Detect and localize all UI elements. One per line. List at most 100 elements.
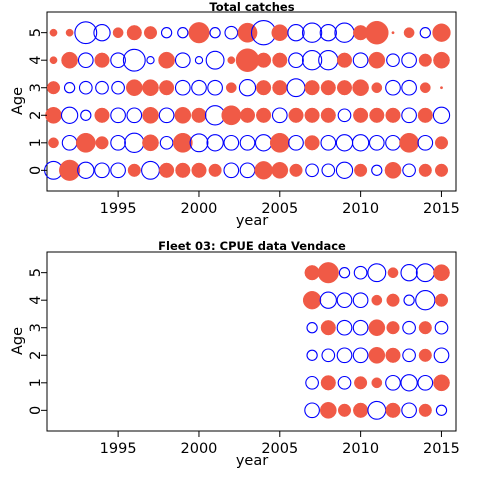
positive-residual-bubble (418, 163, 432, 177)
positive-residual-bubble (417, 107, 433, 123)
positive-residual-bubble (126, 25, 142, 41)
negative-residual-bubble (337, 375, 352, 390)
negative-residual-bubble (191, 79, 207, 96)
negative-residual-bubble (271, 107, 288, 124)
negative-residual-bubble (319, 291, 337, 309)
y-tick-label: 1 (28, 138, 44, 147)
negative-residual-bubble (301, 22, 323, 43)
negative-residual-bubble (305, 375, 319, 390)
positive-residual-bubble (354, 163, 368, 177)
y-tick-label: 3 (28, 83, 44, 92)
y-tick-label: 3 (28, 323, 44, 332)
negative-residual-bubble (206, 134, 224, 152)
negative-residual-bubble (160, 27, 173, 39)
negative-residual-bubble (110, 162, 126, 179)
positive-residual-bubble (188, 22, 210, 44)
bubble-layer (302, 262, 450, 420)
positive-residual-bubble (386, 321, 400, 335)
positive-residual-bubble (433, 374, 450, 392)
negative-residual-bubble (351, 134, 370, 152)
positive-residual-bubble (385, 402, 401, 418)
negative-residual-bubble (368, 134, 385, 151)
negative-residual-bubble (146, 56, 155, 65)
positive-residual-bubble (288, 107, 304, 123)
positive-residual-bubble (143, 26, 158, 40)
negative-residual-bubble (336, 292, 353, 309)
positive-residual-bubble (371, 377, 383, 389)
positive-residual-bubble (418, 53, 432, 67)
positive-residual-bubble (127, 163, 141, 177)
positive-residual-bubble (142, 134, 159, 152)
positive-residual-bubble (191, 162, 207, 178)
positive-residual-bubble (304, 265, 320, 281)
positive-residual-bubble (175, 162, 191, 178)
positive-residual-bubble (191, 107, 207, 123)
negative-residual-bubble (321, 348, 336, 363)
positive-residual-bubble (256, 52, 272, 68)
positive-residual-bubble (49, 56, 58, 65)
positive-residual-bubble (434, 163, 449, 177)
positive-residual-bubble (386, 293, 400, 307)
y-tick-label: 2 (28, 111, 44, 120)
positive-residual-bubble (61, 51, 78, 69)
positive-residual-bubble (45, 106, 62, 124)
negative-residual-bubble (401, 107, 417, 124)
negative-residual-bubble (401, 402, 417, 419)
y-axis-label: Age (10, 327, 26, 355)
negative-residual-bubble (174, 52, 191, 69)
positive-residual-bubble (304, 135, 320, 151)
positive-residual-bubble (319, 401, 337, 419)
panel-fleet-03-cpue: Fleet 03: CPUE data Vendace 1995 2000 2005… (10, 239, 460, 469)
positive-residual-bubble (142, 106, 159, 124)
x-axis-label: year (236, 453, 268, 469)
negative-residual-bubble (78, 80, 93, 95)
x-tick-label: 2005 (261, 201, 298, 217)
negative-residual-bubble (306, 322, 318, 334)
negative-residual-bubble (306, 349, 318, 361)
negative-residual-bubble (60, 106, 79, 124)
positive-residual-bubble (399, 132, 419, 153)
negative-residual-bubble (174, 79, 191, 96)
negative-residual-bubble (353, 265, 368, 280)
positive-residual-bubble (225, 82, 237, 94)
negative-residual-bubble (207, 79, 223, 96)
positive-residual-bubble (304, 107, 320, 123)
negative-residual-bubble (223, 162, 240, 179)
negative-residual-bubble (433, 347, 450, 364)
negative-residual-bubble (337, 108, 352, 123)
positive-residual-bubble (365, 20, 389, 45)
x-axis-label: year (236, 213, 268, 229)
negative-residual-bubble (304, 402, 320, 419)
positive-residual-bubble (94, 52, 110, 68)
positive-residual-bubble (159, 80, 175, 96)
negative-residual-bubble (400, 264, 418, 282)
negative-residual-bubble (338, 267, 351, 279)
negative-residual-bubble (238, 79, 257, 97)
x-axis: 1995 2000 2005 2010 2015 (100, 191, 460, 217)
positive-residual-bubble (49, 28, 58, 37)
negative-residual-bubble (110, 107, 126, 124)
positive-residual-bubble (302, 291, 322, 310)
positive-residual-bubble (239, 107, 256, 123)
negative-residual-bubble (434, 320, 449, 335)
positive-residual-bubble (59, 159, 81, 181)
positive-residual-bubble (368, 319, 386, 337)
negative-residual-bubble (77, 52, 94, 69)
negative-residual-bubble (80, 109, 92, 121)
panel-title: Total catches (209, 0, 294, 14)
y-tick-label: 5 (28, 268, 44, 277)
negative-residual-bubble (402, 348, 416, 363)
positive-residual-bubble (174, 106, 192, 124)
positive-residual-bubble (95, 136, 109, 150)
x-tick-label: 2015 (423, 201, 460, 217)
negative-residual-bubble (77, 161, 95, 179)
positive-residual-bubble (271, 161, 289, 179)
negative-residual-bubble (63, 82, 76, 94)
positive-residual-bubble (254, 161, 273, 180)
positive-residual-bubble (320, 80, 336, 96)
y-tick-label: 4 (28, 296, 44, 305)
positive-residual-bubble (272, 52, 288, 68)
negative-residual-bubble (95, 80, 109, 95)
